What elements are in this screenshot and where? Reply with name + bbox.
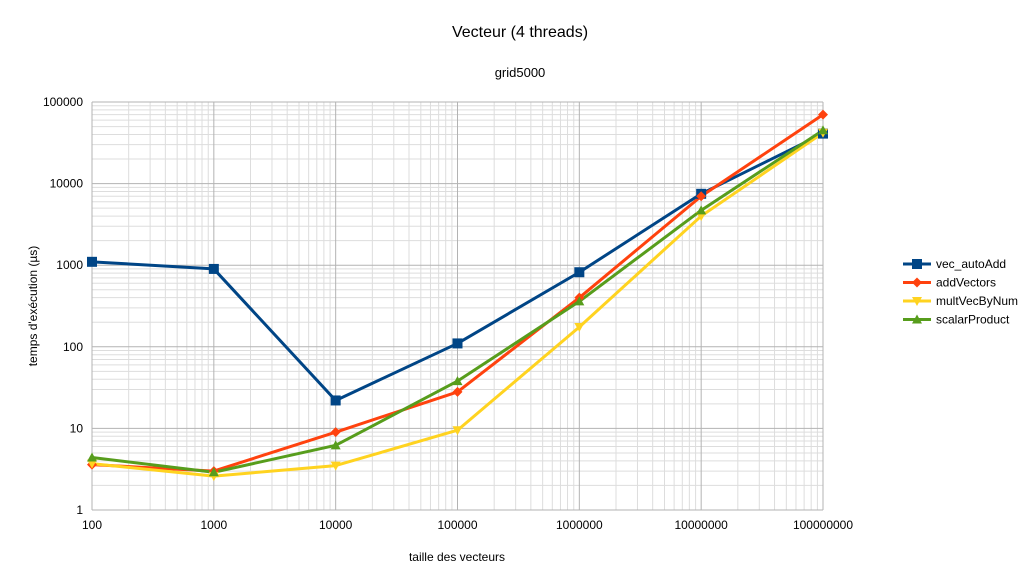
data-point-multVecByNum — [574, 322, 585, 332]
data-point-scalarProduct — [696, 205, 707, 215]
data-point-addVectors — [696, 191, 707, 202]
legend: vec_autoAdd addVectors multVecByNum scalarP… — [903, 257, 1018, 327]
data-point-addVectors — [330, 427, 341, 438]
data-point-addVectors — [818, 109, 828, 120]
legend-marker-addVectors — [912, 277, 922, 288]
legend-label-vec_autoAdd: vec_autoAdd — [936, 257, 1006, 271]
x-tick-label: 10000000 — [674, 518, 728, 532]
data-point-scalarProduct — [452, 376, 463, 386]
data-point-scalarProduct — [87, 452, 97, 462]
x-tick-label: 100000000 — [793, 518, 853, 532]
x-tick-label: 10000 — [319, 518, 353, 532]
y-tick-label: 1000 — [56, 258, 83, 272]
chart-title: Vecteur (4 threads) — [452, 24, 588, 41]
data-point-multVecByNum — [452, 426, 463, 436]
data-point-vec_autoAdd — [87, 256, 97, 267]
data-point-scalarProduct — [818, 125, 828, 135]
data-point-vec_autoAdd — [574, 267, 585, 278]
x-tick-label: 100 — [82, 518, 102, 532]
y-tick-label: 100000 — [43, 95, 83, 109]
data-point-multVecByNum — [330, 461, 341, 471]
y-tick-label: 1 — [76, 503, 83, 517]
data-point-vec_autoAdd — [330, 395, 341, 406]
x-tick-label: 100000 — [437, 518, 477, 532]
data-point-scalarProduct — [574, 296, 585, 306]
data-point-scalarProduct — [208, 467, 219, 477]
legend-label-scalarProduct: scalarProduct — [936, 313, 1010, 327]
x-axis-label: taille des vecteurs — [409, 550, 505, 564]
x-tick-label: 1000 — [200, 518, 227, 532]
y-tick-label: 10000 — [50, 177, 84, 191]
plot-area: 100 1000 10000 100000 1000000 10000000 1000000… — [43, 95, 853, 532]
data-point-vec_autoAdd — [208, 263, 219, 274]
y-axis-label: temps d'exécution (µs) — [26, 246, 40, 367]
y-tick-label: 10 — [70, 421, 84, 435]
x-tick-label: 1000000 — [556, 518, 603, 532]
legend-marker-vec_autoAdd — [912, 259, 922, 269]
data-point-addVectors — [452, 386, 463, 397]
data-point-vec_autoAdd — [452, 338, 463, 349]
y-tick-label: 100 — [63, 340, 83, 354]
legend-marker-multVecByNum — [912, 297, 922, 306]
chart-subtitle: grid5000 — [495, 65, 546, 80]
data-point-multVecByNum — [87, 459, 97, 469]
legend-label-addVectors: addVectors — [936, 276, 996, 290]
data-point-scalarProduct — [330, 440, 341, 450]
legend-label-multVecByNum: multVecByNum — [936, 294, 1018, 308]
legend-marker-scalarProduct — [912, 314, 922, 324]
